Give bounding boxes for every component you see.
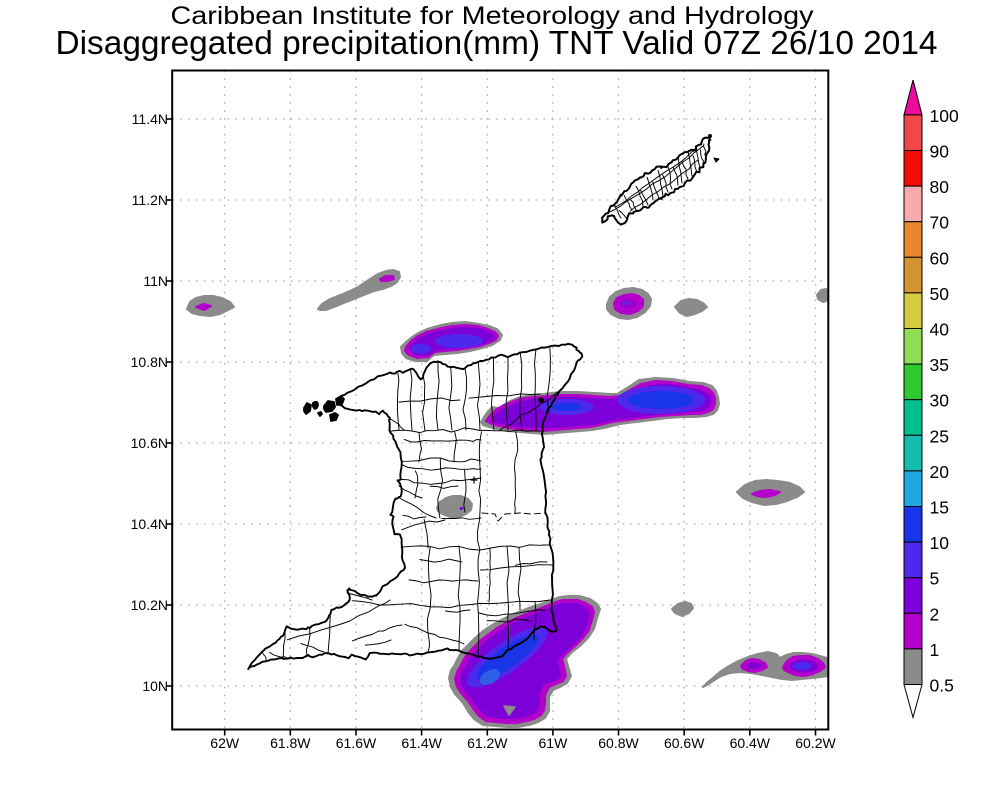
svg-text:100: 100 bbox=[930, 106, 959, 126]
svg-text:25: 25 bbox=[930, 426, 949, 446]
svg-text:20: 20 bbox=[930, 462, 950, 482]
svg-text:15: 15 bbox=[930, 498, 949, 518]
svg-text:40: 40 bbox=[930, 320, 950, 340]
svg-text:30: 30 bbox=[930, 391, 950, 411]
svg-text:62W: 62W bbox=[210, 735, 240, 751]
svg-text:10.2N: 10.2N bbox=[131, 597, 168, 613]
svg-text:61.8W: 61.8W bbox=[270, 735, 311, 751]
svg-text:61W: 61W bbox=[539, 735, 569, 751]
svg-text:10N: 10N bbox=[142, 678, 168, 694]
svg-text:60.2W: 60.2W bbox=[795, 735, 836, 751]
svg-text:Disaggregated precipitation(mm: Disaggregated precipitation(mm) TNT Vali… bbox=[56, 24, 938, 61]
svg-text:11.2N: 11.2N bbox=[132, 192, 168, 208]
svg-text:61.2W: 61.2W bbox=[467, 735, 508, 751]
svg-text:80: 80 bbox=[930, 177, 950, 197]
svg-text:11N: 11N bbox=[143, 273, 168, 289]
svg-text:0.5: 0.5 bbox=[930, 676, 954, 696]
svg-text:61.6W: 61.6W bbox=[336, 735, 377, 751]
svg-text:10: 10 bbox=[930, 533, 950, 553]
svg-text:5: 5 bbox=[930, 569, 940, 589]
svg-text:1: 1 bbox=[930, 640, 940, 660]
svg-text:10.8N: 10.8N bbox=[131, 354, 168, 370]
svg-text:10.4N: 10.4N bbox=[131, 516, 168, 532]
svg-text:Caribbean Institute for Meteor: Caribbean Institute for Meteorology and … bbox=[171, 2, 815, 30]
svg-text:90: 90 bbox=[930, 142, 950, 162]
svg-text:60.4W: 60.4W bbox=[730, 735, 771, 751]
svg-text:70: 70 bbox=[930, 213, 950, 233]
svg-text:2: 2 bbox=[930, 604, 940, 624]
svg-text:60.6W: 60.6W bbox=[664, 735, 705, 751]
svg-text:50: 50 bbox=[930, 284, 950, 304]
svg-text:61.4W: 61.4W bbox=[401, 735, 442, 751]
svg-text:35: 35 bbox=[930, 355, 949, 375]
svg-text:11.4N: 11.4N bbox=[132, 111, 168, 127]
svg-text:60: 60 bbox=[930, 248, 950, 268]
svg-text:10.6N: 10.6N bbox=[131, 435, 168, 451]
svg-text:60.8W: 60.8W bbox=[598, 735, 639, 751]
